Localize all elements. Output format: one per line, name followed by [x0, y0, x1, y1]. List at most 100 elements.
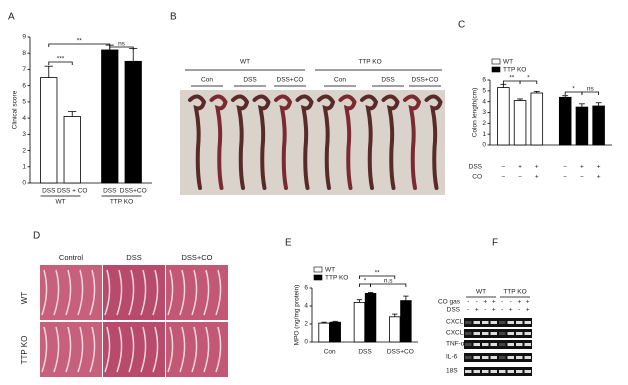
- significance-label: ns: [118, 41, 126, 48]
- x-tick-label: DSS: [42, 188, 56, 195]
- tissue-fold: [41, 269, 48, 316]
- gel-band: [499, 332, 506, 335]
- legend-swatch: [313, 274, 323, 281]
- condition-label: Con: [201, 77, 213, 84]
- group-label: TTP KO: [110, 199, 133, 206]
- sign: −: [501, 174, 505, 181]
- bar: [592, 105, 605, 146]
- gel-band: [473, 321, 480, 324]
- gel-band: [473, 370, 480, 373]
- sign: +: [580, 164, 584, 171]
- sign: +: [535, 164, 539, 171]
- tissue-fold: [104, 326, 111, 373]
- group-label: TTP KO: [358, 59, 381, 66]
- legend-swatch: [313, 266, 323, 273]
- gel-strip: [464, 340, 532, 349]
- sign: -: [467, 299, 469, 306]
- y-tick-label: 2: [482, 120, 486, 127]
- colon: [252, 94, 271, 190]
- x-tick-label: DSS+CO: [387, 349, 414, 356]
- significance-bracket: [519, 80, 538, 84]
- gel-band: [473, 332, 480, 335]
- tissue-fold: [77, 269, 84, 316]
- tissue-fold: [65, 269, 72, 316]
- gel-band: [465, 321, 472, 324]
- tissue-fold: [128, 326, 135, 373]
- panel-label: A: [8, 12, 15, 23]
- sign: +: [475, 307, 479, 314]
- x-tick-label: DSS: [358, 349, 372, 356]
- condition-label: DSS: [469, 164, 483, 171]
- gene-label: 18S: [446, 368, 458, 375]
- gel-band: [499, 356, 506, 359]
- sign: +: [492, 307, 496, 314]
- legend-label: TTP KO: [503, 67, 526, 74]
- gel-band: [516, 343, 523, 346]
- colon: [338, 94, 357, 190]
- gel-band: [490, 321, 497, 324]
- group-label: TTP KO: [503, 289, 526, 296]
- y-tick-label: 7: [22, 66, 26, 73]
- tissue-fold: [179, 269, 186, 316]
- gel-band: [507, 356, 514, 359]
- sign: -: [467, 307, 469, 314]
- sign: +: [597, 164, 601, 171]
- tissue-fold: [41, 326, 48, 373]
- significance-bracket: [359, 275, 396, 279]
- row-label: TTP KO: [20, 336, 29, 365]
- row-label: WT: [20, 292, 29, 305]
- x-tick-label: DSS: [103, 188, 117, 195]
- tissue-fold: [215, 269, 222, 316]
- gel-strip: [464, 318, 532, 327]
- gel-band: [490, 356, 497, 359]
- legend-swatch: [491, 58, 501, 65]
- gel-band: [524, 343, 531, 346]
- colon: [424, 94, 443, 190]
- y-tick-label: 5: [482, 88, 486, 95]
- x-tick-label: DSS+CO: [120, 188, 147, 195]
- colon: [403, 94, 422, 190]
- gel-band: [473, 343, 480, 346]
- tissue-fold: [89, 269, 96, 316]
- tissue-fold: [203, 269, 210, 316]
- y-tick-label: 0: [482, 142, 486, 149]
- gel-band: [524, 370, 531, 373]
- tissue-fold: [215, 326, 222, 373]
- y-tick-label: 6: [304, 285, 308, 292]
- tissue-fold: [203, 326, 210, 373]
- panel-label: D: [33, 231, 40, 242]
- condition-label: DSS: [243, 77, 257, 84]
- gel-band: [516, 332, 523, 335]
- colon: [231, 94, 250, 190]
- column-label: DSS+CO: [181, 253, 212, 262]
- colon: [317, 94, 336, 190]
- column-label: DSS: [126, 253, 141, 262]
- sign: +: [492, 299, 496, 306]
- colon: [274, 94, 293, 190]
- significance-label: **: [509, 75, 515, 82]
- bar: [329, 321, 341, 343]
- sign: +: [597, 174, 601, 181]
- sign: -: [510, 299, 512, 306]
- y-tick-label: 2: [22, 147, 26, 154]
- gel-band: [465, 370, 472, 373]
- y-tick-label: 4: [22, 115, 26, 122]
- bar: [513, 100, 527, 146]
- treatment-label: DSS: [447, 307, 461, 314]
- tissue-fold: [104, 269, 111, 316]
- treatment-label: CO gas: [438, 299, 461, 306]
- colon: [360, 94, 379, 190]
- gel-band: [499, 343, 506, 346]
- significance-label: **: [375, 270, 381, 277]
- gel-band: [482, 343, 489, 346]
- gel-band: [524, 332, 531, 335]
- gel-band: [516, 370, 523, 373]
- gel-band: [507, 332, 514, 335]
- bar: [101, 49, 119, 184]
- tissue-fold: [191, 326, 198, 373]
- condition-label: DSS+CO: [412, 77, 439, 84]
- sign: -: [518, 307, 520, 314]
- significance-label: n.s: [384, 278, 393, 285]
- gel-band: [490, 343, 497, 346]
